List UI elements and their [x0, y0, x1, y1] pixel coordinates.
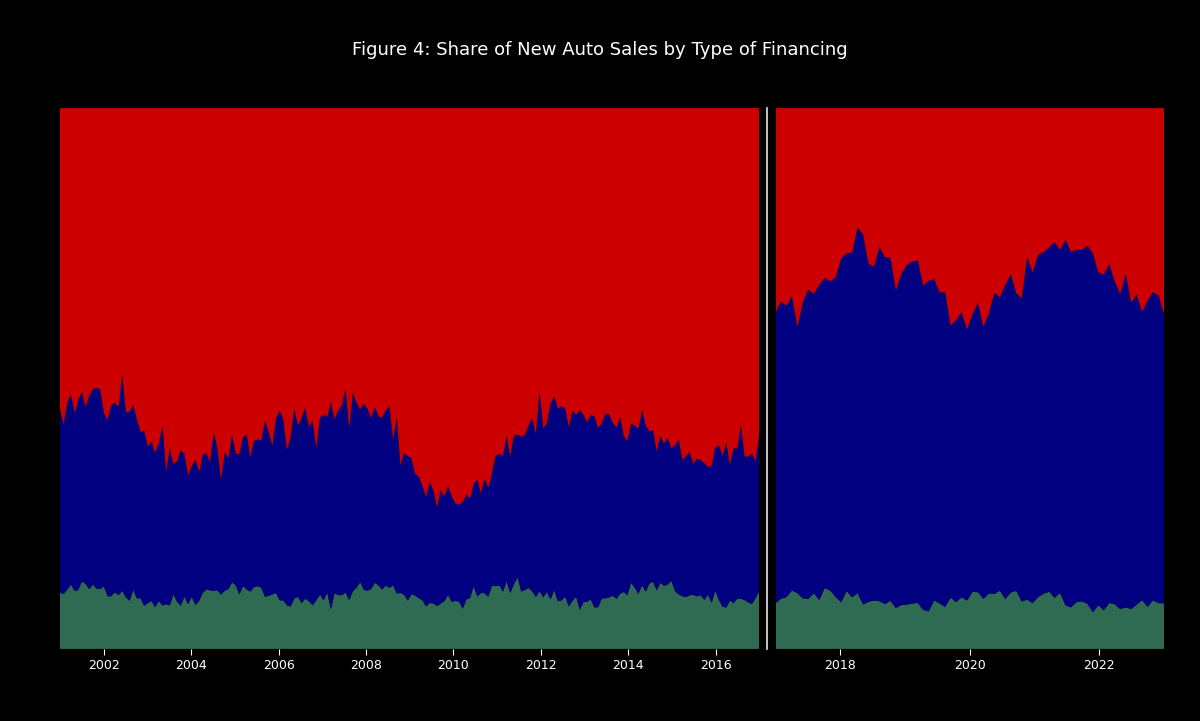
Text: Figure 4: Share of New Auto Sales by Type of Financing: Figure 4: Share of New Auto Sales by Typ… — [352, 42, 848, 59]
